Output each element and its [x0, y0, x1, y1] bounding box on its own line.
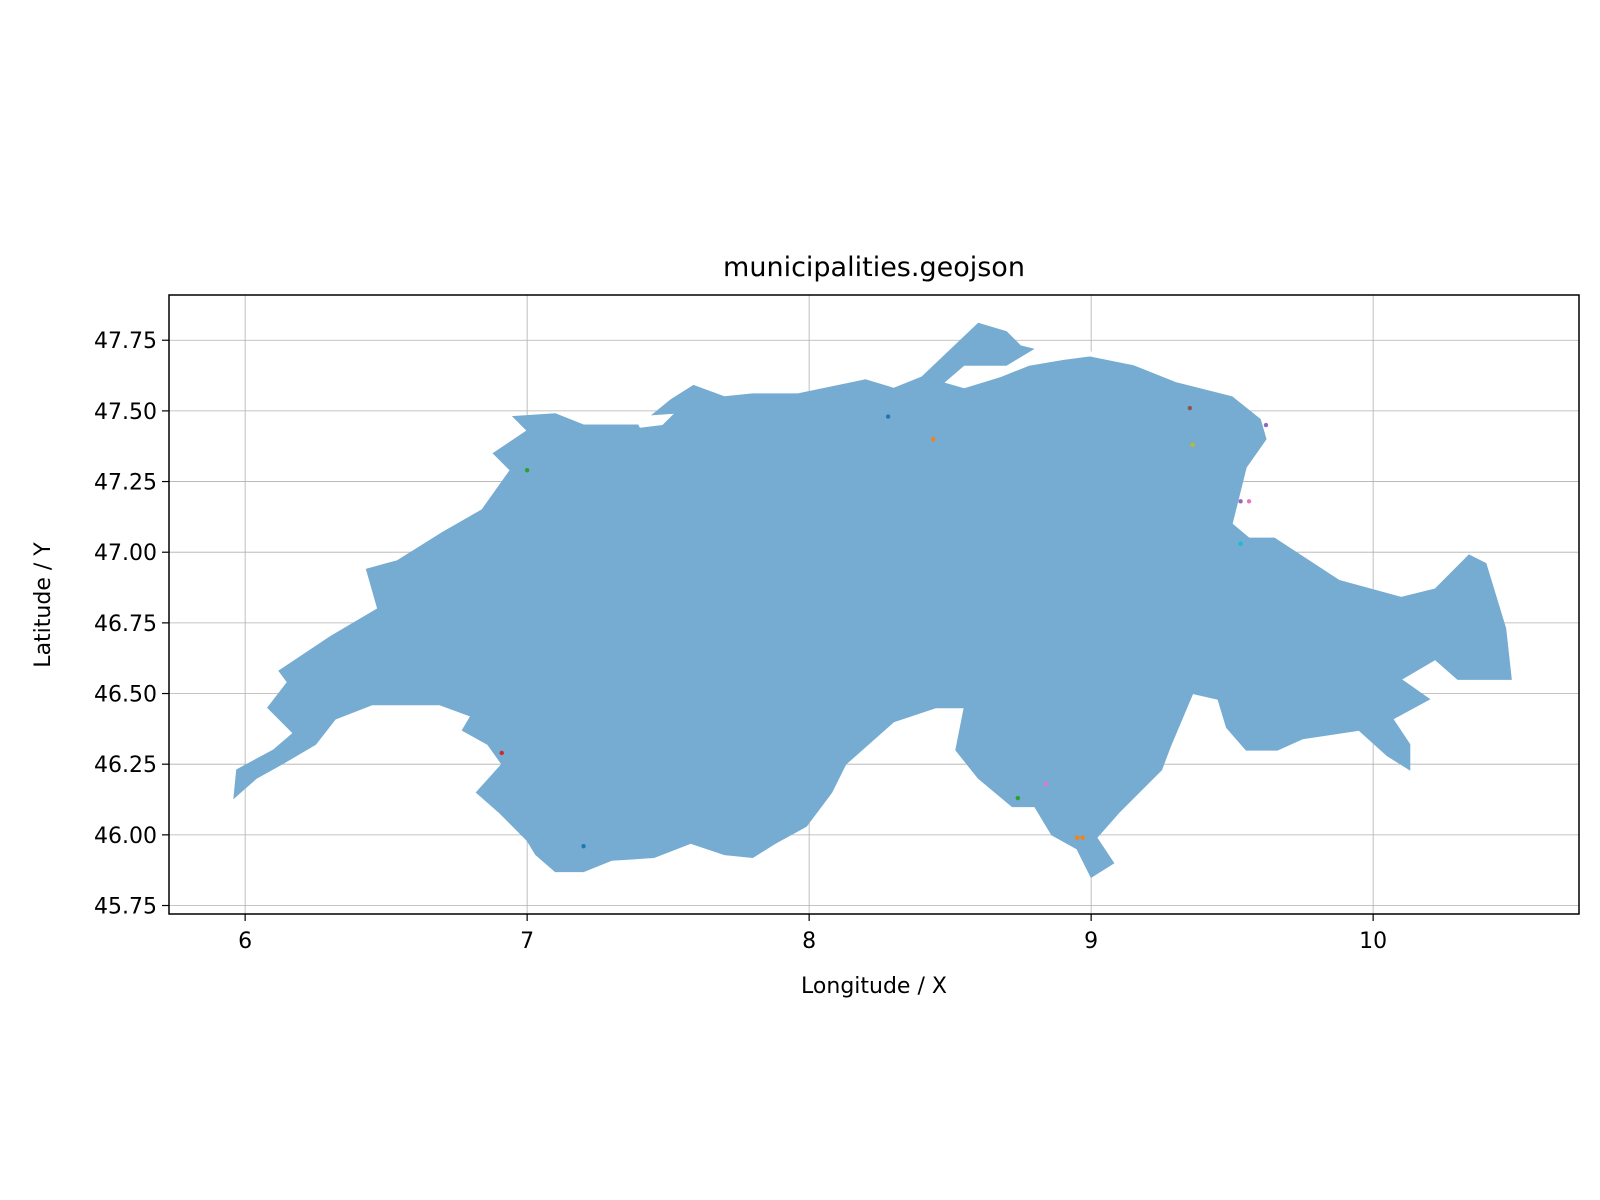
- municipality-point: [885, 414, 891, 419]
- municipality-point: [1190, 442, 1195, 448]
- plot-area: [233, 322, 1512, 879]
- y-tick-label: 47.75: [94, 329, 157, 354]
- country-shape: [233, 322, 1512, 879]
- y-tick-label: 45.75: [94, 895, 157, 920]
- x-tick-label: 7: [520, 929, 534, 954]
- municipality-point: [1246, 499, 1252, 504]
- x-ticks: 6 7 8 9 10: [238, 914, 1387, 954]
- municipality-point: [1015, 795, 1021, 801]
- y-tick-label: 47.25: [94, 471, 157, 496]
- y-tick-label: 46.25: [94, 753, 157, 778]
- municipality-point: [524, 468, 530, 473]
- municipality-point: [1187, 405, 1193, 411]
- municipality-point: [1238, 541, 1243, 546]
- x-tick-label: 6: [238, 929, 252, 954]
- municipality-point: [499, 750, 504, 756]
- x-tick-label: 9: [1084, 929, 1098, 954]
- axes-frame: [168, 294, 1580, 915]
- y-tick-label: 47.00: [94, 541, 157, 566]
- municipality-point: [1074, 835, 1080, 840]
- municipality-point: [1238, 499, 1243, 504]
- y-axis-label: Latitude / Y: [31, 542, 56, 668]
- x-tick-label: 10: [1359, 929, 1387, 954]
- x-axis-label: Longitude / X: [801, 974, 947, 999]
- y-ticks: 45.75 46.00 46.25 46.50 46.75 47.00 47.25 47.50…: [94, 329, 169, 920]
- y-tick-label: 46.00: [94, 824, 157, 849]
- y-tick-label: 46.75: [94, 612, 157, 637]
- y-tick-label: 47.50: [94, 400, 157, 425]
- y-tick-label: 46.50: [94, 683, 157, 708]
- municipality-point: [1043, 781, 1049, 787]
- x-tick-label: 8: [802, 929, 816, 954]
- chart-title: municipalities.geojson: [723, 252, 1025, 283]
- lake-shape: [634, 413, 674, 428]
- lake-shape: [944, 348, 1106, 389]
- municipality-point: [1080, 835, 1085, 840]
- municipality-point: [1263, 422, 1269, 428]
- municipality-point: [931, 436, 936, 442]
- municipality-point: [581, 843, 586, 849]
